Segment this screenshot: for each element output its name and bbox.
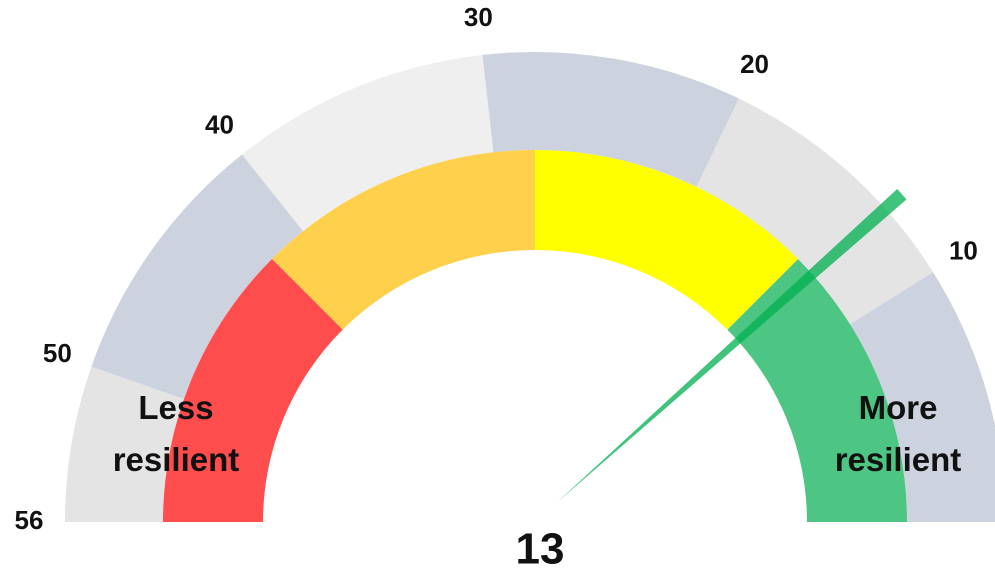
scale-band — [65, 366, 184, 522]
tick-label: 50 — [43, 338, 72, 368]
needle — [557, 188, 907, 503]
tick-label: 20 — [740, 49, 769, 79]
tick-label: 10 — [949, 236, 978, 266]
tick-label: 40 — [205, 109, 234, 139]
scale-band — [696, 98, 933, 325]
value-label: 13 — [516, 525, 565, 574]
gauge-band — [163, 258, 343, 522]
scale-band — [91, 154, 304, 400]
annotation: More resilient — [834, 389, 962, 478]
gauge-band — [535, 150, 799, 330]
scale-band — [482, 51, 739, 187]
tick-label: 30 — [464, 2, 493, 32]
annotation: Less resilient — [112, 389, 240, 478]
gauge-band — [727, 258, 907, 522]
scale-band — [241, 54, 494, 232]
scale-band — [849, 271, 995, 522]
tick-label: 56 — [15, 505, 44, 535]
gauge-band — [271, 150, 535, 330]
